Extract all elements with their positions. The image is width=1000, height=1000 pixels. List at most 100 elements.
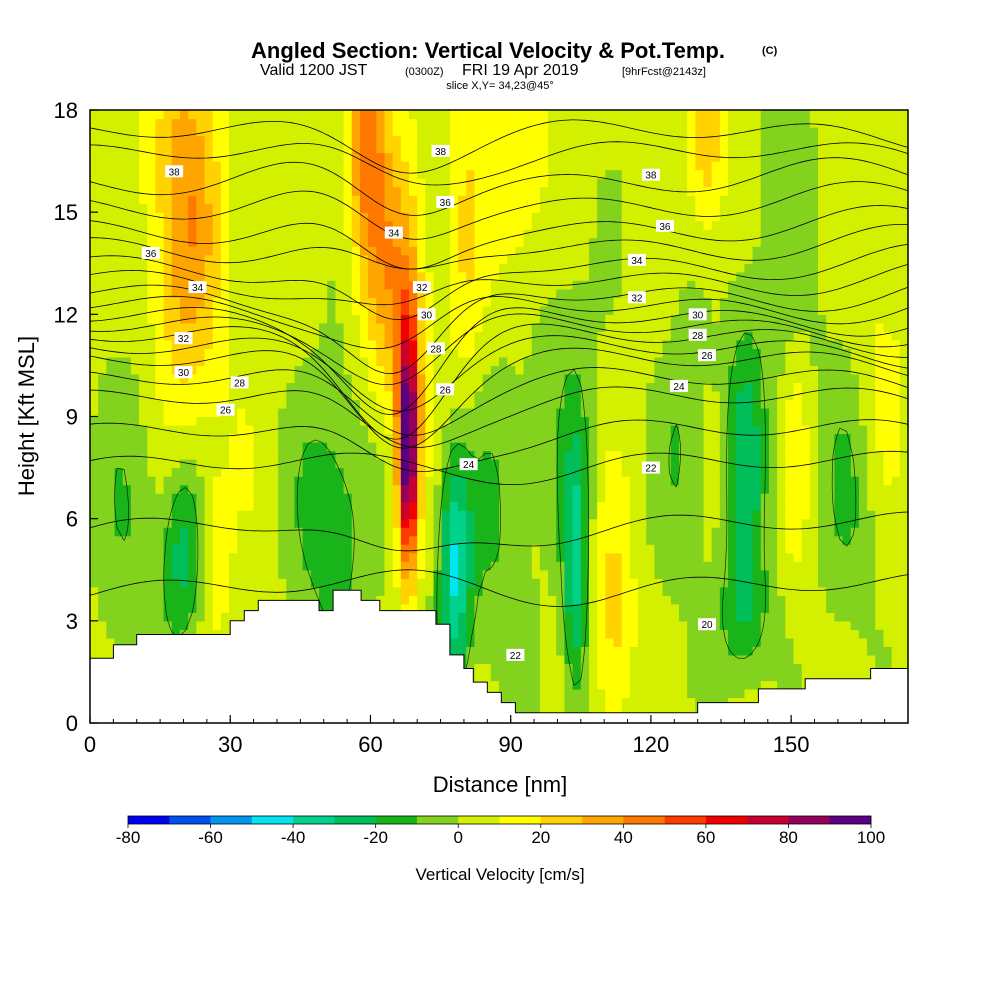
- velocity-cell: [98, 595, 107, 605]
- velocity-cell: [261, 331, 271, 341]
- velocity-cell: [130, 629, 140, 639]
- velocity-cell: [392, 425, 402, 435]
- velocity-cell: [204, 237, 214, 247]
- velocity-cell: [106, 229, 116, 239]
- velocity-cell: [359, 484, 369, 494]
- velocity-cell: [261, 152, 271, 162]
- velocity-cell: [458, 578, 467, 588]
- velocity-cell: [114, 195, 124, 205]
- velocity-cell: [188, 356, 197, 367]
- velocity-cell: [368, 595, 377, 605]
- velocity-cell: [523, 697, 533, 707]
- velocity-cell: [433, 263, 443, 273]
- velocity-cell: [400, 476, 410, 486]
- velocity-cell: [155, 390, 165, 401]
- velocity-cell: [310, 518, 320, 528]
- velocity-cell: [343, 467, 353, 477]
- velocity-cell: [441, 348, 451, 358]
- velocity-cell: [220, 212, 230, 222]
- velocity-cell: [90, 110, 99, 120]
- velocity-cell: [474, 399, 484, 409]
- velocity-cell: [458, 646, 467, 656]
- velocity-cell: [433, 135, 443, 145]
- velocity-cell: [466, 348, 476, 358]
- velocity-cell: [588, 612, 598, 622]
- velocity-cell: [523, 484, 533, 494]
- velocity-cell: [163, 510, 173, 520]
- velocity-cell: [392, 212, 402, 222]
- velocity-cell: [531, 535, 541, 545]
- velocity-cell: [629, 322, 639, 332]
- velocity-cell: [220, 178, 230, 188]
- velocity-cell: [613, 612, 623, 622]
- velocity-cell: [310, 212, 320, 222]
- velocity-cell: [376, 450, 386, 460]
- velocity-cell: [621, 620, 631, 630]
- velocity-cell: [163, 493, 173, 503]
- velocity-cell: [507, 467, 516, 477]
- velocity-cell: [417, 578, 426, 588]
- velocity-cell: [621, 203, 631, 213]
- velocity-cell: [147, 612, 157, 622]
- velocity-cell: [548, 203, 557, 213]
- velocity-cell: [269, 331, 279, 341]
- velocity-cell: [409, 476, 418, 486]
- velocity-cell: [376, 237, 386, 247]
- velocity-cell: [130, 339, 140, 349]
- velocity-cell: [294, 280, 304, 290]
- velocity-cell: [188, 518, 197, 528]
- velocity-cell: [548, 620, 557, 630]
- velocity-cell: [253, 314, 263, 324]
- velocity-cell: [499, 254, 508, 264]
- velocity-cell: [229, 203, 238, 213]
- velocity-cell: [605, 169, 615, 179]
- velocity-cell: [441, 390, 451, 401]
- velocity-cell: [613, 271, 623, 281]
- velocity-cell: [458, 263, 467, 273]
- velocity-cell: [646, 527, 656, 537]
- velocity-cell: [122, 237, 132, 247]
- velocity-cell: [245, 237, 255, 247]
- velocity-cell: [597, 705, 606, 716]
- velocity-cell: [597, 203, 606, 213]
- velocity-cell: [613, 476, 623, 486]
- velocity-cell: [245, 314, 255, 324]
- velocity-cell: [392, 552, 402, 562]
- velocity-cell: [588, 186, 598, 196]
- velocity-cell: [106, 135, 116, 145]
- velocity-cell: [588, 510, 598, 520]
- velocity-cell: [147, 433, 157, 443]
- velocity-cell: [122, 331, 132, 341]
- velocity-cell: [147, 297, 157, 307]
- velocity-cell: [646, 271, 656, 281]
- velocity-cell: [368, 288, 377, 298]
- velocity-cell: [425, 501, 435, 511]
- velocity-cell: [294, 450, 304, 460]
- velocity-cell: [490, 135, 500, 145]
- velocity-cell: [629, 110, 639, 120]
- velocity-cell: [286, 254, 296, 264]
- velocity-cell: [130, 527, 140, 537]
- velocity-cell: [629, 527, 639, 537]
- velocity-cell: [147, 450, 157, 460]
- velocity-cell: [261, 450, 271, 460]
- velocity-cell: [621, 697, 631, 707]
- velocity-cell: [261, 254, 271, 264]
- velocity-cell: [171, 280, 181, 290]
- velocity-cell: [548, 288, 557, 298]
- velocity-cell: [588, 365, 598, 375]
- velocity-cell: [278, 425, 287, 435]
- velocity-cell: [302, 433, 312, 443]
- velocity-cell: [179, 390, 189, 401]
- velocity-cell: [278, 152, 287, 162]
- velocity-cell: [114, 459, 124, 469]
- velocity-cell: [376, 229, 386, 239]
- velocity-cell: [539, 169, 549, 179]
- velocity-cell: [531, 331, 541, 341]
- velocity-cell: [433, 612, 443, 622]
- velocity-cell: [122, 476, 132, 486]
- velocity-cell: [114, 535, 124, 545]
- velocity-cell: [580, 169, 590, 179]
- velocity-cell: [392, 288, 402, 298]
- velocity-cell: [400, 178, 410, 188]
